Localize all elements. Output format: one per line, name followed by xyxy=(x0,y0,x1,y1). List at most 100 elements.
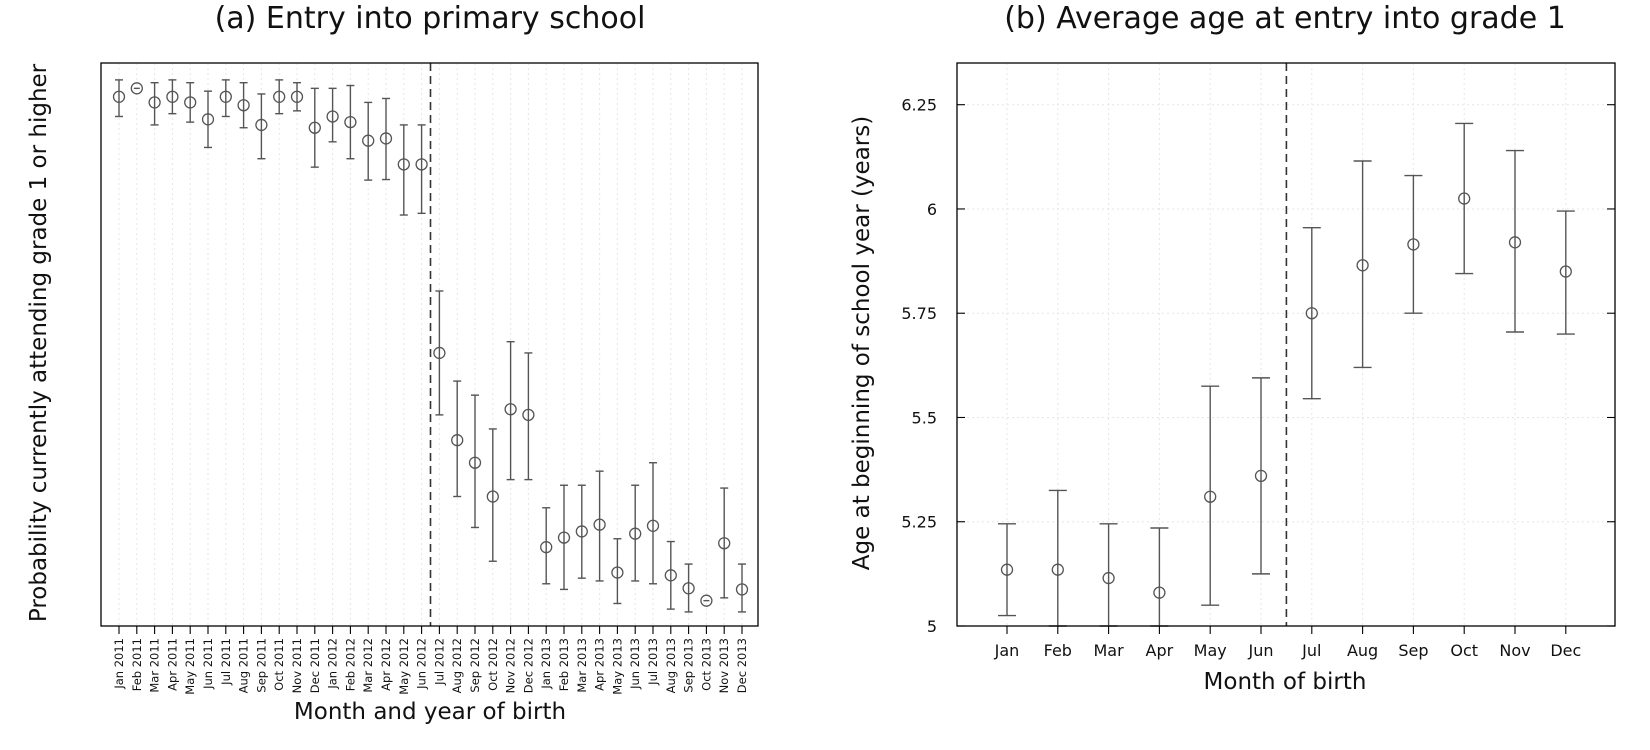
x-tick-label: Mar 2012 xyxy=(361,638,375,693)
data-point xyxy=(735,583,749,596)
data-point-group xyxy=(166,79,179,115)
x-tick-label: Oct 2011 xyxy=(272,638,286,691)
data-point-group xyxy=(290,82,304,112)
data-point-group xyxy=(397,124,410,216)
y-tick-label: 6 xyxy=(927,200,937,219)
x-tick-label: May xyxy=(1194,641,1227,660)
data-point xyxy=(664,569,677,582)
data-point-group xyxy=(344,84,357,160)
data-point-group xyxy=(433,290,446,416)
data-point xyxy=(1204,490,1217,503)
x-tick-label: Dec xyxy=(1550,641,1581,660)
data-point xyxy=(362,134,375,147)
data-point-group xyxy=(112,79,126,118)
data-point-group xyxy=(273,79,286,115)
data-point-group xyxy=(646,462,660,585)
plot-frame-b xyxy=(956,62,1616,627)
data-point xyxy=(1458,192,1471,205)
data-point xyxy=(718,537,731,550)
panel-b-chart: (b) Average age at entry into grade 1 Ag… xyxy=(849,1,1616,695)
y-tick-label: 6.25 xyxy=(901,96,937,115)
data-point-group xyxy=(504,340,517,481)
data-point xyxy=(1407,238,1420,251)
x-tick-label: Jan xyxy=(994,641,1020,660)
x-tick-label: Jun 2012 xyxy=(415,638,429,690)
x-tick-label: Aug 2012 xyxy=(450,638,464,693)
x-axis-label-a: Month and year of birth xyxy=(294,699,566,725)
data-point-group xyxy=(664,540,677,610)
x-tick-label: Mar 2013 xyxy=(575,638,589,693)
data-point-group xyxy=(201,90,215,149)
x-tick-label: Dec 2011 xyxy=(308,638,322,693)
data-point-group xyxy=(557,484,571,591)
data-point xyxy=(1000,563,1014,576)
x-tick-label: Jan 2011 xyxy=(112,638,126,690)
data-point xyxy=(593,518,606,531)
data-point xyxy=(184,96,197,109)
data-point-group xyxy=(575,484,588,579)
x-tick-label: Apr 2011 xyxy=(165,638,179,691)
x-tick-label: Nov xyxy=(1499,641,1530,660)
data-point xyxy=(290,90,304,103)
data-point xyxy=(255,118,268,132)
data-point xyxy=(379,132,393,145)
data-point-group xyxy=(700,594,713,607)
data-point xyxy=(1153,586,1166,599)
data-point-group xyxy=(451,380,464,498)
plot-frame-a xyxy=(100,62,759,627)
x-tick-label: Oct 2012 xyxy=(486,638,500,691)
data-point-group xyxy=(1455,122,1474,275)
data-point xyxy=(1051,563,1064,576)
data-point-group xyxy=(1252,377,1270,575)
x-tick-label: Oct xyxy=(1450,641,1478,660)
x-tick-label: Sep 2012 xyxy=(468,638,482,693)
data-point-group xyxy=(362,101,375,181)
data-point xyxy=(682,582,695,595)
data-point-group xyxy=(326,87,339,143)
data-point xyxy=(611,566,624,579)
data-point-group xyxy=(237,82,250,129)
data-point xyxy=(166,90,179,103)
data-point-group xyxy=(593,470,606,582)
data-point xyxy=(112,90,126,103)
data-point xyxy=(468,456,482,469)
x-tick-label: Aug xyxy=(1347,641,1378,660)
x-tick-label: Feb xyxy=(1044,641,1072,660)
data-point-group xyxy=(629,484,642,582)
data-point-group xyxy=(611,538,624,605)
x-tick-label: Sep xyxy=(1398,641,1428,660)
data-point-group xyxy=(1099,523,1118,627)
data-point xyxy=(237,99,250,112)
data-point-group xyxy=(308,87,321,168)
chart-title-b: (b) Average age at entry into grade 1 xyxy=(1004,1,1566,36)
data-point xyxy=(504,403,517,416)
x-tick-label: Aug 2013 xyxy=(664,638,678,693)
grid-a xyxy=(118,63,743,626)
x-tick-label: Mar xyxy=(1094,641,1125,660)
x-ticks-b: Jan Feb Mar Apr May Jun Jul Aug Sep Oct Nov Dec xyxy=(994,626,1581,660)
x-tick-label: Nov 2011 xyxy=(290,638,304,693)
x-tick-label: Dec 2012 xyxy=(521,638,535,693)
data-point xyxy=(1559,265,1572,278)
data-point-group xyxy=(718,487,731,599)
y-axis-label-b: Age at beginning of school year (years) xyxy=(849,116,875,570)
x-tick-label: Jul 2013 xyxy=(646,638,660,686)
data-point-group xyxy=(219,79,232,118)
data-point-group xyxy=(1150,527,1169,627)
x-tick-label: May 2011 xyxy=(183,638,197,695)
grid-b xyxy=(957,63,1615,627)
x-tick-label: Jan 2013 xyxy=(539,638,553,690)
x-tick-label: Jun 2011 xyxy=(201,638,215,690)
data-point xyxy=(1508,236,1522,249)
data-point xyxy=(273,90,286,103)
data-point xyxy=(201,113,215,126)
data-point xyxy=(540,541,553,554)
data-point-group xyxy=(1353,160,1372,369)
data-point-group xyxy=(522,352,535,481)
data-point xyxy=(1254,469,1268,483)
data-point xyxy=(219,90,232,103)
data-point xyxy=(486,490,499,503)
data-point xyxy=(344,115,357,129)
x-tick-label: Apr 2013 xyxy=(593,638,607,691)
y-axis-label-a: Probability currently attending grade 1 … xyxy=(26,63,52,622)
